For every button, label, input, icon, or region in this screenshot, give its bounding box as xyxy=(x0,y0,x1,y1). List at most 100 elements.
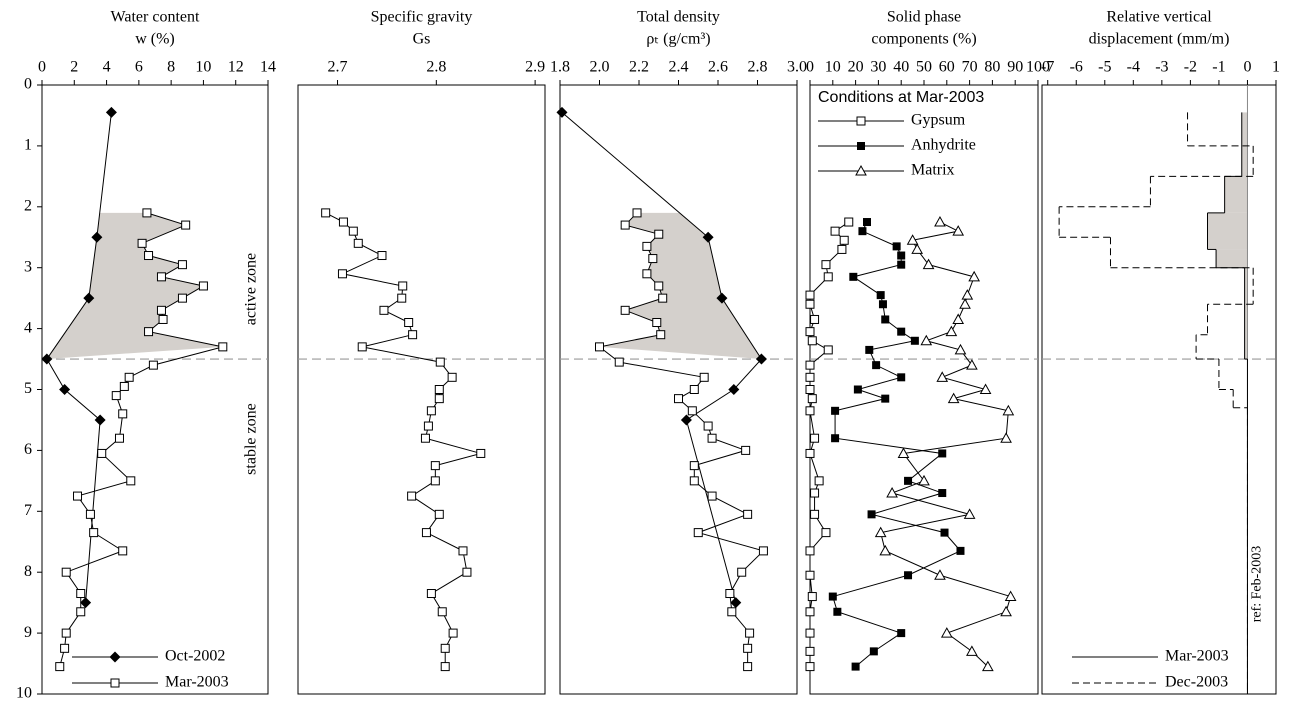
marker xyxy=(61,567,71,577)
marker xyxy=(934,569,946,580)
marker xyxy=(874,526,887,538)
marker xyxy=(426,589,436,599)
marker xyxy=(156,305,166,315)
marker xyxy=(807,394,817,404)
marker xyxy=(448,628,458,638)
marker xyxy=(805,662,815,672)
legend-label: Anhydrite xyxy=(911,137,976,154)
marker xyxy=(821,260,831,270)
marker xyxy=(620,220,630,230)
marker xyxy=(426,406,436,416)
marker xyxy=(404,318,414,328)
x-axis-label: w (%) xyxy=(135,31,175,48)
x-tick-label: 10 xyxy=(825,59,841,76)
marker xyxy=(823,272,833,282)
marker xyxy=(981,660,994,672)
marker xyxy=(810,509,820,519)
panel-title: Water content xyxy=(111,9,200,26)
marker xyxy=(844,217,854,227)
x-tick-label: 50 xyxy=(916,59,932,76)
marker xyxy=(689,461,699,471)
x-tick-label: 2 xyxy=(70,59,78,76)
marker xyxy=(652,318,662,328)
marker xyxy=(716,292,728,304)
marker xyxy=(430,461,440,471)
marker xyxy=(805,646,815,656)
marker xyxy=(430,476,440,486)
x-tick-label: 14 xyxy=(260,59,276,76)
marker xyxy=(892,242,901,251)
marker xyxy=(397,293,407,303)
fill-segment xyxy=(1207,212,1248,250)
marker xyxy=(810,488,820,498)
marker xyxy=(76,589,86,599)
y-tick-label: 2 xyxy=(24,197,32,214)
marker xyxy=(348,226,358,236)
marker xyxy=(76,607,86,617)
marker xyxy=(94,414,106,426)
marker xyxy=(656,330,666,340)
marker xyxy=(703,421,713,431)
marker xyxy=(805,406,815,416)
x-tick-label: 1.8 xyxy=(550,59,570,76)
reference-label: ref: Feb-2003 xyxy=(1250,546,1265,623)
marker xyxy=(952,313,965,324)
marker xyxy=(920,334,933,346)
x-tick-label: 12 xyxy=(228,59,244,76)
marker xyxy=(595,342,604,352)
x-tick-label: 100 xyxy=(1026,59,1050,76)
marker xyxy=(435,357,445,367)
marker xyxy=(156,272,166,282)
fill-segment xyxy=(1244,267,1248,360)
marker xyxy=(693,528,703,538)
x-axis-label: components (%) xyxy=(871,31,976,48)
x-tick-label: 2.8 xyxy=(748,59,768,76)
marker xyxy=(437,607,447,617)
panel-frame xyxy=(41,84,269,695)
marker xyxy=(737,567,747,577)
marker xyxy=(947,392,960,404)
marker xyxy=(434,394,444,404)
marker xyxy=(1000,605,1012,617)
marker xyxy=(707,491,717,501)
marker xyxy=(1004,590,1017,602)
x-tick-label: 90 xyxy=(1007,59,1023,76)
panel-frame xyxy=(297,84,546,695)
marker xyxy=(97,448,107,458)
marker xyxy=(421,528,431,538)
marker xyxy=(805,372,815,382)
marker xyxy=(872,361,881,370)
marker xyxy=(839,235,849,245)
marker xyxy=(148,360,158,370)
marker xyxy=(137,238,147,248)
marker xyxy=(963,508,976,519)
marker xyxy=(377,251,387,261)
x-tick-label: 2.8 xyxy=(426,59,446,76)
legend-label: Matrix xyxy=(911,162,955,179)
marker xyxy=(702,231,714,243)
marker xyxy=(897,629,906,638)
marker xyxy=(863,218,871,227)
series-line xyxy=(325,212,483,667)
marker xyxy=(55,662,65,672)
marker xyxy=(654,229,664,239)
marker xyxy=(823,345,833,355)
marker xyxy=(821,528,831,538)
marker xyxy=(707,433,717,443)
marker xyxy=(727,607,737,617)
marker xyxy=(434,385,444,394)
marker xyxy=(805,360,815,370)
legend-label: Oct-2002 xyxy=(165,648,225,665)
x-tick-label: 2.0 xyxy=(590,59,610,76)
x-tick-label: 40 xyxy=(893,59,909,76)
x-tick-label: 1 xyxy=(1272,59,1280,76)
x-tick-label: 70 xyxy=(962,59,978,76)
marker xyxy=(357,342,367,352)
x-axis-label: displacement (mm/m) xyxy=(1089,31,1230,48)
marker xyxy=(968,270,981,282)
marker xyxy=(407,491,417,501)
marker xyxy=(849,272,858,281)
marker xyxy=(119,381,129,391)
marker xyxy=(904,571,913,580)
shaded-area xyxy=(46,212,223,360)
